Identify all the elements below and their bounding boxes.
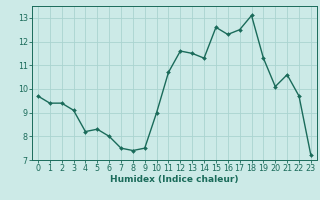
- X-axis label: Humidex (Indice chaleur): Humidex (Indice chaleur): [110, 175, 239, 184]
